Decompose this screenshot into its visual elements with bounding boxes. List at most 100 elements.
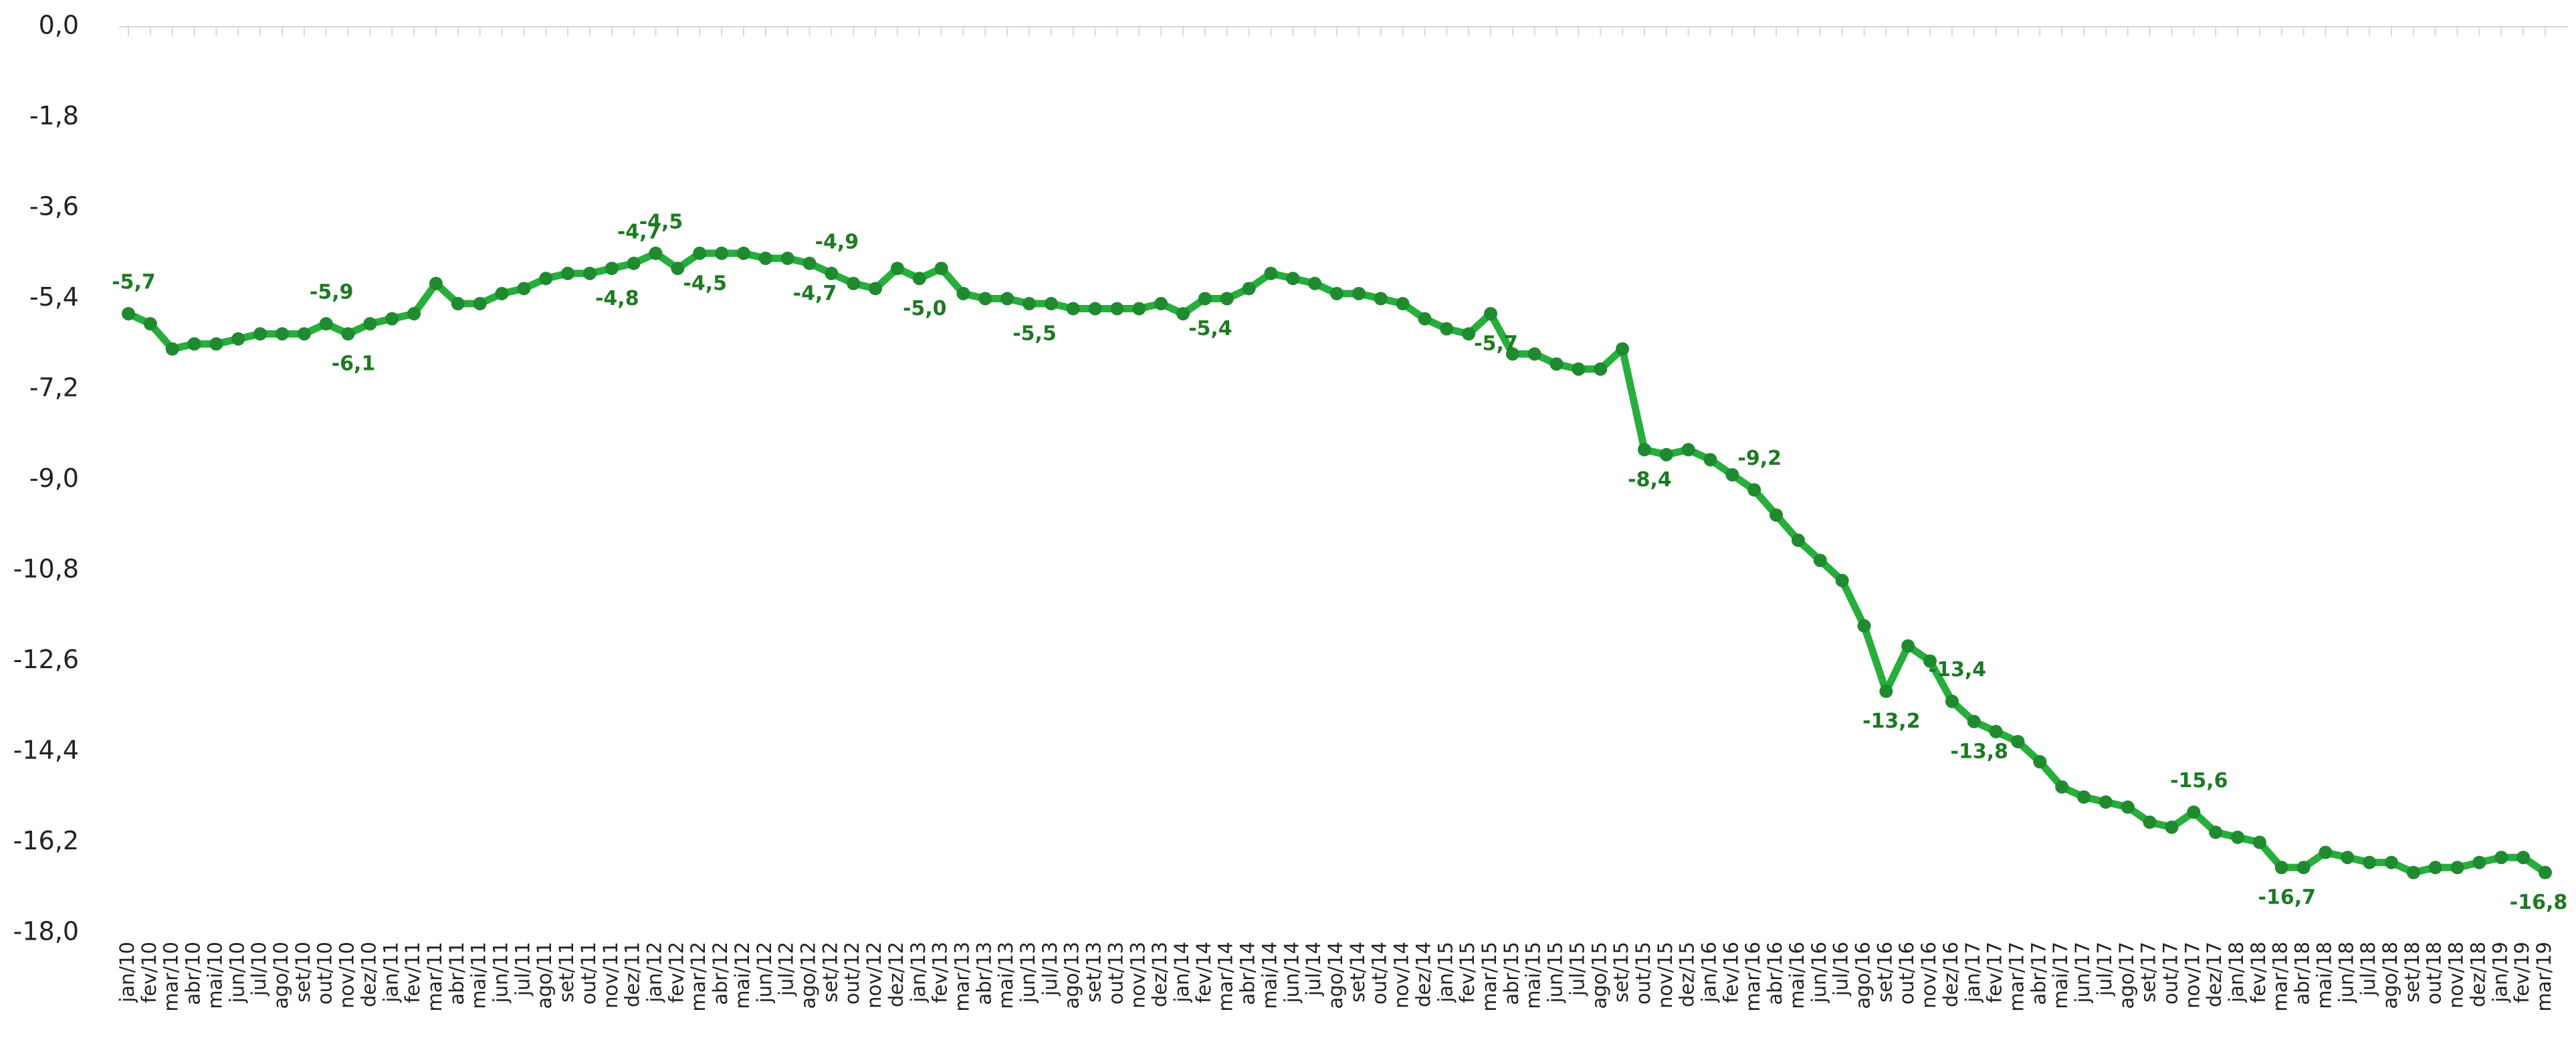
- value-label: -4,5: [639, 210, 683, 233]
- y-tick-label: -12,6: [13, 645, 79, 674]
- data-point: [1594, 362, 1608, 376]
- x-tick-label: fev/18: [2247, 942, 2270, 1003]
- data-point: [736, 246, 750, 260]
- value-label: -5,7: [1474, 332, 1518, 356]
- x-tick-label: jan/19: [2488, 942, 2511, 1003]
- data-point: [539, 272, 553, 286]
- x-tick-label: out/18: [2423, 942, 2446, 1005]
- x-tick-label: out/15: [1632, 942, 1654, 1005]
- x-tick-label: mar/14: [1214, 942, 1237, 1012]
- x-tick-label: jan/11: [379, 942, 402, 1003]
- x-tick-label: out/17: [2159, 942, 2181, 1005]
- data-point: [1483, 307, 1497, 321]
- x-tick-label: ago/13: [1061, 942, 1083, 1009]
- value-label: -16,7: [2258, 886, 2316, 910]
- value-label: -4,8: [595, 287, 639, 310]
- value-label: -5,7: [112, 271, 156, 294]
- y-tick-label: -5,4: [29, 282, 79, 312]
- x-tick-label: jul/13: [1039, 942, 1061, 996]
- x-tick-label: ago/10: [270, 942, 292, 1009]
- data-point: [231, 332, 245, 346]
- x-tick-label: mai/13: [994, 942, 1017, 1009]
- x-tick-label: jul/18: [2357, 942, 2379, 996]
- x-tick-label: abr/14: [1237, 942, 1259, 1005]
- x-tick-label: fev/13: [929, 942, 952, 1003]
- data-point: [890, 261, 904, 276]
- y-tick-label: -3,6: [29, 192, 79, 221]
- x-tick-label: jul/11: [511, 942, 534, 996]
- value-label: -5,0: [903, 297, 947, 320]
- value-label: -9,2: [1737, 447, 1782, 470]
- x-tick-label: ago/15: [1588, 942, 1610, 1009]
- x-tick-label: mar/12: [687, 942, 710, 1012]
- x-tick-label: dez/15: [1676, 942, 1699, 1007]
- x-tick-label: ago/17: [2115, 942, 2138, 1009]
- x-tick-label: dez/17: [2203, 942, 2226, 1007]
- x-tick-label: nov/14: [1390, 942, 1413, 1009]
- data-point: [1616, 342, 1630, 356]
- x-tick-label: jun/15: [1544, 942, 1567, 1004]
- x-tick-label: jul/17: [2093, 942, 2116, 996]
- data-point: [165, 342, 179, 356]
- value-label: -5,5: [1012, 322, 1057, 346]
- data-point: [2099, 795, 2113, 809]
- y-tick-label: -7,2: [29, 373, 79, 403]
- data-point: [2121, 800, 2135, 814]
- x-tick-label: fev/15: [1456, 942, 1479, 1003]
- data-point: [582, 266, 597, 280]
- data-point: [2516, 851, 2531, 865]
- data-point: [1176, 307, 1190, 321]
- x-tick-label: set/12: [819, 942, 841, 1003]
- data-point: [2252, 835, 2266, 849]
- data-point: [253, 327, 267, 341]
- x-tick-label: nov/13: [1126, 942, 1149, 1009]
- x-tick-label: mar/16: [1741, 942, 1764, 1012]
- value-label: -6,1: [332, 352, 376, 376]
- data-point: [2296, 861, 2311, 875]
- data-point: [847, 276, 861, 290]
- x-tick-label: fev/12: [665, 942, 687, 1003]
- data-point: [649, 246, 663, 260]
- data-point: [1945, 694, 1959, 708]
- data-point: [605, 261, 619, 276]
- data-point: [1110, 302, 1124, 316]
- value-label: -4,9: [815, 230, 859, 253]
- data-point: [1000, 292, 1014, 306]
- x-tick-label: mai/14: [1258, 942, 1281, 1009]
- data-point: [1374, 292, 1388, 306]
- x-tick-label: dez/16: [1939, 942, 1962, 1007]
- x-tick-label: jan/15: [1434, 942, 1457, 1003]
- x-tick-label: ago/14: [1324, 942, 1347, 1009]
- x-tick-label: out/10: [314, 942, 336, 1005]
- x-tick-label: jun/16: [1808, 942, 1830, 1004]
- data-point: [2319, 845, 2333, 859]
- x-tick-label: set/10: [292, 942, 314, 1003]
- y-tick-label: -18,0: [13, 917, 79, 946]
- data-point: [2165, 820, 2179, 834]
- x-tick-label: jun/13: [1016, 942, 1039, 1004]
- data-point: [2077, 790, 2091, 804]
- data-point: [869, 282, 883, 296]
- value-label: -4,7: [617, 220, 661, 243]
- x-tick-label: mar/11: [423, 942, 446, 1012]
- data-point: [1747, 483, 1761, 497]
- data-point: [1527, 347, 1541, 361]
- x-tick-label: set/15: [1610, 942, 1632, 1003]
- x-tick-label: jul/10: [247, 942, 270, 996]
- x-tick-label: nov/11: [599, 942, 622, 1009]
- x-tick-label: fev/19: [2510, 942, 2533, 1003]
- data-point: [495, 286, 509, 300]
- x-tick-label: mar/19: [2533, 942, 2555, 1012]
- x-tick-label: jun/11: [490, 942, 512, 1004]
- x-tick-label: fev/14: [1192, 942, 1215, 1003]
- data-point: [1264, 266, 1278, 280]
- y-tick-label: -9,0: [29, 463, 79, 493]
- x-tick-label: jan/18: [2225, 942, 2248, 1003]
- x-tick-label: dez/18: [2466, 942, 2489, 1007]
- x-tick-label: jun/12: [753, 942, 776, 1004]
- data-point: [934, 261, 948, 276]
- data-point: [1132, 302, 1146, 316]
- x-tick-label: jan/10: [116, 942, 138, 1003]
- data-point: [1308, 276, 1322, 290]
- x-tick-label: mai/10: [203, 942, 226, 1009]
